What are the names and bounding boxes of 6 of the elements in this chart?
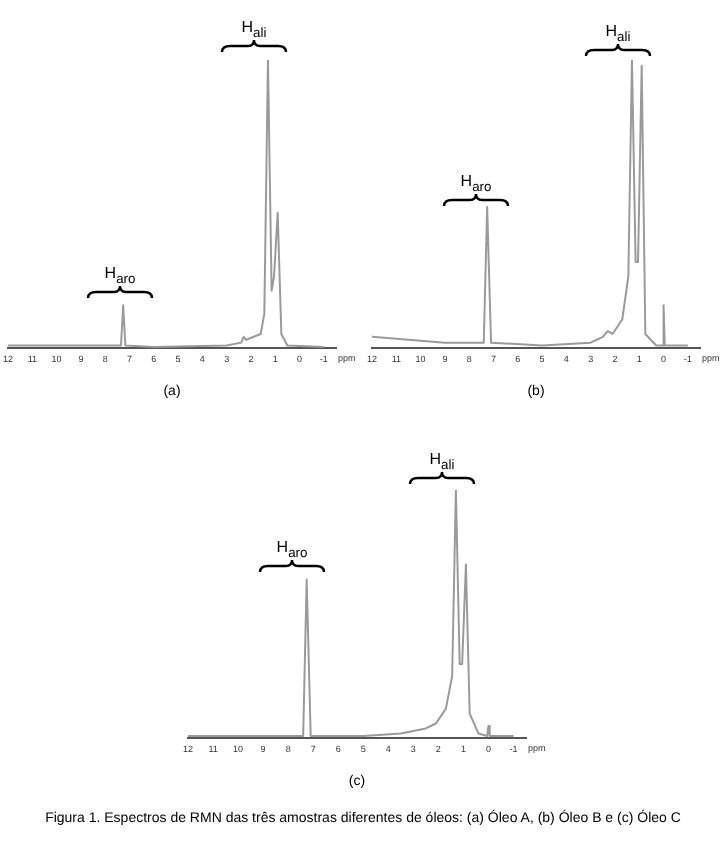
annotation: H$_{aro}$ xyxy=(274,538,310,564)
text: H$_{ali}$ xyxy=(239,18,269,44)
annotation: H$_{aro}$ xyxy=(458,172,494,198)
text: H$_{ali}$ xyxy=(603,22,633,48)
annotation: H$_{aro}$ xyxy=(102,264,138,290)
text: H$_{ali}$ xyxy=(427,450,457,476)
